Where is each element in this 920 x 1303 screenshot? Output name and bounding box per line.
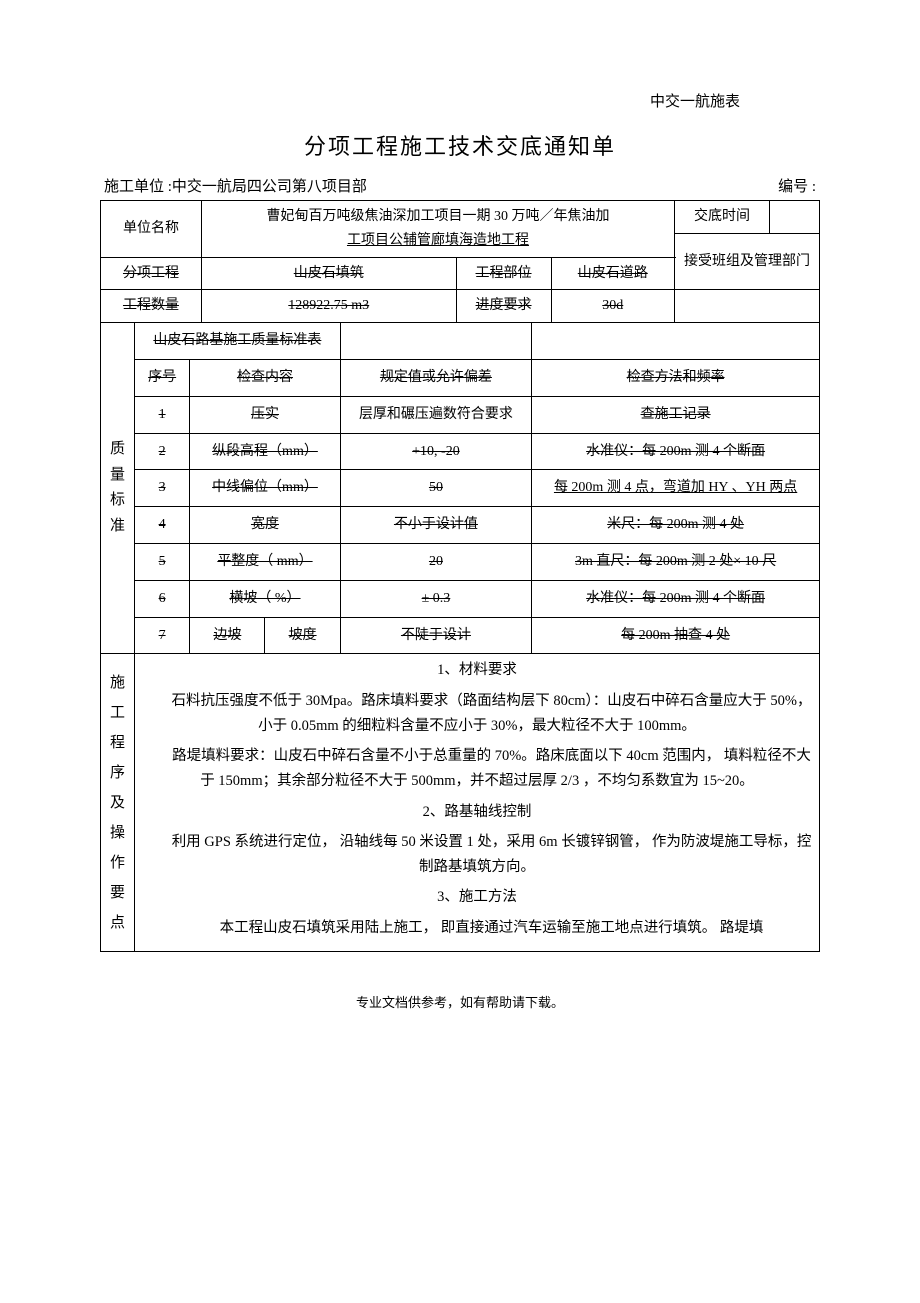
disclose-time-label: 交底时间 bbox=[675, 201, 770, 234]
sub-project-label: 分项工程 bbox=[101, 257, 202, 290]
q-method-text: 每 200m 测 4 点，弯道加 HY 、YH 两点 bbox=[554, 480, 797, 495]
vchar: 量 bbox=[107, 463, 128, 489]
blank bbox=[532, 323, 819, 359]
p3-title: 3、施工方法 bbox=[141, 885, 813, 910]
project-desc-line1: 曹妃甸百万吨级焦油深加工项目一期 30 万吨／年焦油加 bbox=[266, 209, 609, 224]
quality-table-wrap: 山皮石路基施工质量标准表 序号 检查内容 规定值或允许偏差 检查方法和频率 1 … bbox=[135, 323, 820, 654]
construction-side-label: 施工程序及操作要点 bbox=[101, 654, 135, 951]
p1-title: 1、材料要求 bbox=[141, 658, 813, 683]
qty-value: 128922.75 m3 bbox=[201, 290, 456, 323]
construction-unit-label: 施工单位 : bbox=[104, 179, 172, 195]
p1-a: 石料抗压强度不低于 30Mpa。路床填料要求（路面结构层下 80cm）：山皮石中… bbox=[141, 689, 813, 738]
q-spec: +10, -20 bbox=[340, 433, 532, 470]
qh-spec: 规定值或允许偏差 bbox=[340, 359, 532, 396]
q-spec: ± 0.3 bbox=[340, 580, 532, 617]
q-seq: 5 bbox=[135, 543, 190, 580]
disclose-time-value bbox=[770, 201, 820, 234]
p2-title: 2、路基轴线控制 bbox=[141, 800, 813, 825]
construction-unit: 施工单位 :中交一航局四公司第八项目部 bbox=[104, 175, 367, 196]
q-seq: 6 bbox=[135, 580, 190, 617]
quality-side-label: 质 量 标 准 bbox=[101, 323, 135, 654]
progress-label: 进度要求 bbox=[456, 290, 551, 323]
p2-a: 利用 GPS 系统进行定位， 沿轴线每 50 米设置 1 处，采用 6m 长镀锌… bbox=[141, 830, 813, 879]
q-item: 压实 bbox=[190, 396, 340, 433]
q-item-a: 边坡 bbox=[190, 617, 265, 653]
q-seq: 3 bbox=[135, 470, 190, 507]
q-method: 3m 直尺：每 200m 测 2 处× 10 尺 bbox=[532, 543, 819, 580]
q-seq: 2 bbox=[135, 433, 190, 470]
construction-unit-value: 中交一航局四公司第八项目部 bbox=[172, 179, 367, 195]
project-desc-line2: 工项目公辅管廊填海造地工程 bbox=[208, 229, 668, 253]
blank-cell bbox=[675, 290, 820, 323]
progress-value: 30d bbox=[551, 290, 674, 323]
main-table: 单位名称 曹妃甸百万吨级焦油深加工项目一期 30 万吨／年焦油加 工项目公辅管廊… bbox=[100, 200, 820, 952]
part-value: 山皮石道路 bbox=[551, 257, 674, 290]
q-spec: 不小于设计值 bbox=[340, 507, 532, 544]
qh-item: 检查内容 bbox=[190, 359, 340, 396]
unit-name-label: 单位名称 bbox=[101, 201, 202, 258]
q-spec: 层厚和碾压遍数符合要求 bbox=[340, 396, 532, 433]
vchar: 质 bbox=[107, 437, 128, 463]
page-footer: 专业文档供参考，如有帮助请下载。 bbox=[100, 992, 820, 1011]
vtext: 施工程序及操作要点 bbox=[107, 668, 128, 938]
receive-team-label: 接受班组及管理部门 bbox=[675, 233, 820, 290]
q-item: 横坡（ %） bbox=[190, 580, 340, 617]
q-spec: 20 bbox=[340, 543, 532, 580]
quality-table: 山皮石路基施工质量标准表 序号 检查内容 规定值或允许偏差 检查方法和频率 1 … bbox=[135, 323, 819, 653]
sub-header-row: 施工单位 :中交一航局四公司第八项目部 编号 : bbox=[100, 175, 820, 196]
document-title: 分项工程施工技术交底通知单 bbox=[100, 129, 820, 161]
q-seq: 1 bbox=[135, 396, 190, 433]
org-header: 中交一航施表 bbox=[100, 90, 820, 111]
vchar: 标 bbox=[107, 488, 128, 514]
sub-project-value: 山皮石填筑 bbox=[201, 257, 456, 290]
q-item: 平整度（ mm） bbox=[190, 543, 340, 580]
construction-content: 1、材料要求 石料抗压强度不低于 30Mpa。路床填料要求（路面结构层下 80c… bbox=[135, 654, 820, 951]
q-spec: 不陡于设计 bbox=[340, 617, 532, 653]
project-description: 曹妃甸百万吨级焦油深加工项目一期 30 万吨／年焦油加 工项目公辅管廊填海造地工… bbox=[201, 201, 674, 258]
q-method: 水准仪：每 200m 测 4 个断面 bbox=[532, 580, 819, 617]
part-label: 工程部位 bbox=[456, 257, 551, 290]
qh-method: 检查方法和频率 bbox=[532, 359, 819, 396]
qh-seq: 序号 bbox=[135, 359, 190, 396]
vchar: 准 bbox=[107, 514, 128, 540]
serial-label: 编号 : bbox=[778, 175, 816, 196]
p1-b: 路堤填料要求：山皮石中碎石含量不小于总重量的 70%。路床底面以下 40cm 范… bbox=[141, 744, 813, 793]
q-method: 每 200m 抽查 4 处 bbox=[532, 617, 819, 653]
q-item: 中线偏位（mm） bbox=[190, 470, 340, 507]
q-item: 纵段高程（mm） bbox=[190, 433, 340, 470]
blank bbox=[340, 323, 532, 359]
q-spec: 50 bbox=[340, 470, 532, 507]
quality-table-title: 山皮石路基施工质量标准表 bbox=[135, 323, 340, 359]
q-item: 宽度 bbox=[190, 507, 340, 544]
q-seq: 4 bbox=[135, 507, 190, 544]
q-method: 水准仪：每 200m 测 4 个断面 bbox=[532, 433, 819, 470]
qty-label: 工程数量 bbox=[101, 290, 202, 323]
q-method: 米尺：每 200m 测 4 处 bbox=[532, 507, 819, 544]
q-method: 每 200m 测 4 点，弯道加 HY 、YH 两点 bbox=[532, 470, 819, 507]
q-seq: 7 bbox=[135, 617, 190, 653]
q-method: 查施工记录 bbox=[532, 396, 819, 433]
p3-a: 本工程山皮石填筑采用陆上施工， 即直接通过汽车运输至施工地点进行填筑。 路堤填 bbox=[141, 916, 813, 941]
q-item-b: 坡度 bbox=[265, 617, 340, 653]
page: 中交一航施表 分项工程施工技术交底通知单 施工单位 :中交一航局四公司第八项目部… bbox=[0, 0, 920, 1041]
